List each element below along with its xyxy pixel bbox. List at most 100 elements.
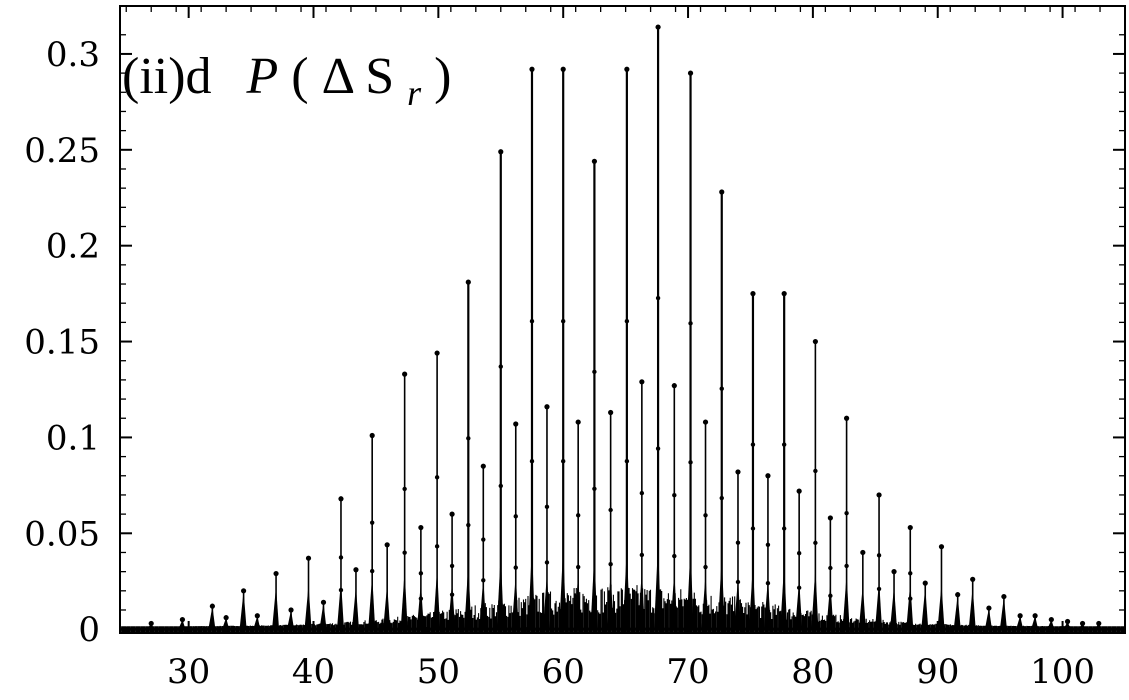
- peak-mid-point-35: [735, 540, 741, 545]
- x-tick-label-1: 40: [292, 652, 335, 692]
- peak-mid-point-21: [513, 514, 518, 519]
- peak-point-47: [922, 580, 928, 586]
- peak-point-50: [970, 576, 976, 582]
- peak-shoulder-22: [527, 546, 535, 630]
- peak-shoulder-39: [795, 579, 803, 630]
- peak-point-56: [1064, 618, 1071, 625]
- peak-low-point-34: [719, 495, 724, 501]
- peak-mid-point-29: [639, 490, 645, 496]
- peak-point-8: [305, 555, 312, 561]
- peak-point-32: [687, 70, 694, 76]
- peak-shoulder-32: [686, 546, 694, 630]
- peak-point-30: [655, 24, 661, 30]
- peak-mid-point-22: [529, 319, 535, 324]
- peak-mid-point-32: [688, 321, 693, 326]
- peak-mid-point-17: [449, 563, 455, 569]
- peak-shoulder-2: [208, 606, 216, 630]
- peak-point-3: [223, 615, 229, 621]
- peak-point-53: [1017, 613, 1023, 619]
- y-tick-labels: 0 0.05 0.1 0.15 0.2 0.25 0.3: [24, 35, 100, 650]
- peak-point-42: [843, 415, 850, 421]
- peak-mid-point-24: [560, 319, 566, 324]
- peak-point-33: [702, 419, 709, 425]
- peak-shoulder-53: [1016, 615, 1024, 630]
- peak-point-37: [765, 473, 771, 479]
- peak-shoulder-48: [937, 584, 945, 630]
- peak-shoulder-1: [178, 619, 186, 630]
- peak-shoulder-14: [400, 570, 408, 630]
- peak-point-38: [781, 291, 787, 297]
- peak-shoulder-57: [1078, 623, 1086, 630]
- peak-shoulder-41: [826, 581, 834, 630]
- peak-low-point-10: [338, 587, 344, 593]
- peak-shoulder-45: [890, 586, 898, 630]
- peak-point-49: [955, 592, 961, 598]
- peak-mid-point-18: [466, 436, 471, 441]
- peak-point-36: [750, 291, 756, 297]
- peak-low-point-36: [750, 526, 756, 531]
- peak-mid-point-16: [434, 475, 440, 480]
- x-tick-labels: 30 40 50 60 70 80 90 100: [167, 652, 1095, 692]
- peak-shoulder-36: [748, 563, 756, 630]
- peak-mid-point-27: [608, 507, 613, 513]
- peak-point-5: [254, 613, 260, 619]
- x-tick-label-0: 30: [167, 652, 210, 692]
- plot-border: [119, 5, 1126, 634]
- peak-point-10: [338, 496, 344, 502]
- peak-low-point-44: [876, 586, 882, 592]
- peak-point-9: [320, 599, 327, 605]
- peak-shoulder-51: [984, 608, 992, 630]
- peak-point-43: [860, 549, 866, 556]
- peak-shoulder-21: [511, 574, 519, 630]
- peak-point-29: [639, 379, 645, 385]
- peak-shoulder-9: [319, 602, 327, 630]
- y-tick-label-4: 0.2: [46, 227, 100, 267]
- peak-shoulder-20: [496, 552, 504, 630]
- peak-low-point-19: [481, 578, 486, 583]
- y-tick-label-2: 0.1: [46, 418, 100, 458]
- peak-point-39: [796, 488, 802, 494]
- peak-low-point-41: [828, 593, 833, 599]
- peak-mid-point-30: [655, 295, 661, 301]
- peak-point-15: [418, 524, 424, 531]
- peak-mid-point-14: [402, 486, 407, 492]
- peak-mid-point-15: [418, 571, 424, 576]
- y-tick-label-6: 0.3: [46, 35, 100, 75]
- peak-point-22: [529, 66, 535, 72]
- x-tick-label-6: 90: [916, 652, 959, 692]
- peak-shoulder-15: [416, 582, 424, 630]
- peak-low-point-25: [575, 564, 581, 570]
- peak-point-48: [938, 544, 945, 550]
- peak-point-14: [402, 371, 408, 377]
- peak-point-20: [498, 149, 504, 155]
- title-open-paren: (: [291, 48, 308, 105]
- y-tick-label-0: 0: [78, 610, 100, 650]
- peak-shoulder-43: [858, 584, 866, 630]
- peak-low-point-27: [608, 561, 613, 567]
- x-tick-label-3: 60: [542, 652, 585, 692]
- peak-mid-point-36: [750, 442, 756, 447]
- peak-shoulder-31: [670, 571, 678, 630]
- peak-low-point-22: [529, 458, 535, 464]
- peak-shoulder-25: [574, 574, 582, 630]
- peak-shoulder-38: [780, 563, 788, 630]
- peak-point-45: [891, 569, 897, 575]
- peak-shoulder-29: [637, 571, 645, 630]
- y-tick-label-5: 0.25: [24, 131, 100, 171]
- peak-point-12: [369, 432, 375, 439]
- peak-low-point-26: [592, 486, 597, 492]
- peak-shoulder-49: [953, 594, 961, 630]
- peak-point-40: [812, 338, 818, 345]
- peak-low-point-46: [908, 596, 913, 601]
- peak-shoulder-52: [999, 596, 1007, 630]
- peak-mid-point-26: [592, 369, 597, 375]
- peak-mid-point-37: [765, 542, 771, 547]
- peak-low-point-21: [513, 565, 518, 570]
- y-tick-label-1: 0.05: [24, 514, 100, 554]
- peak-shoulder-17: [448, 581, 456, 630]
- points-layer: [148, 24, 1102, 627]
- peak-point-31: [671, 383, 677, 389]
- peak-low-point-12: [369, 568, 375, 574]
- peak-point-21: [513, 421, 519, 427]
- peak-mid-point-46: [908, 571, 913, 576]
